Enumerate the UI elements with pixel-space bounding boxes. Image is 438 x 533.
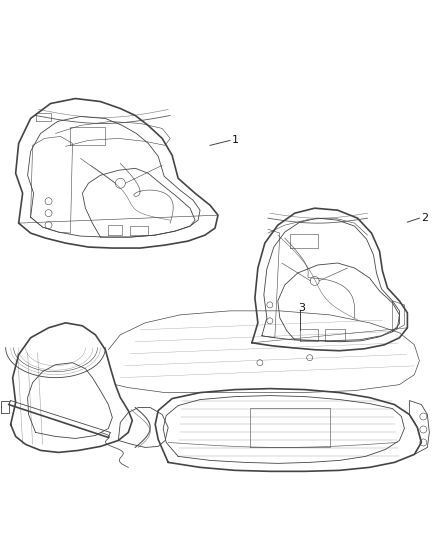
Text: 1: 1 <box>232 135 239 146</box>
Text: 2: 2 <box>421 213 428 223</box>
Text: 3: 3 <box>298 303 305 313</box>
